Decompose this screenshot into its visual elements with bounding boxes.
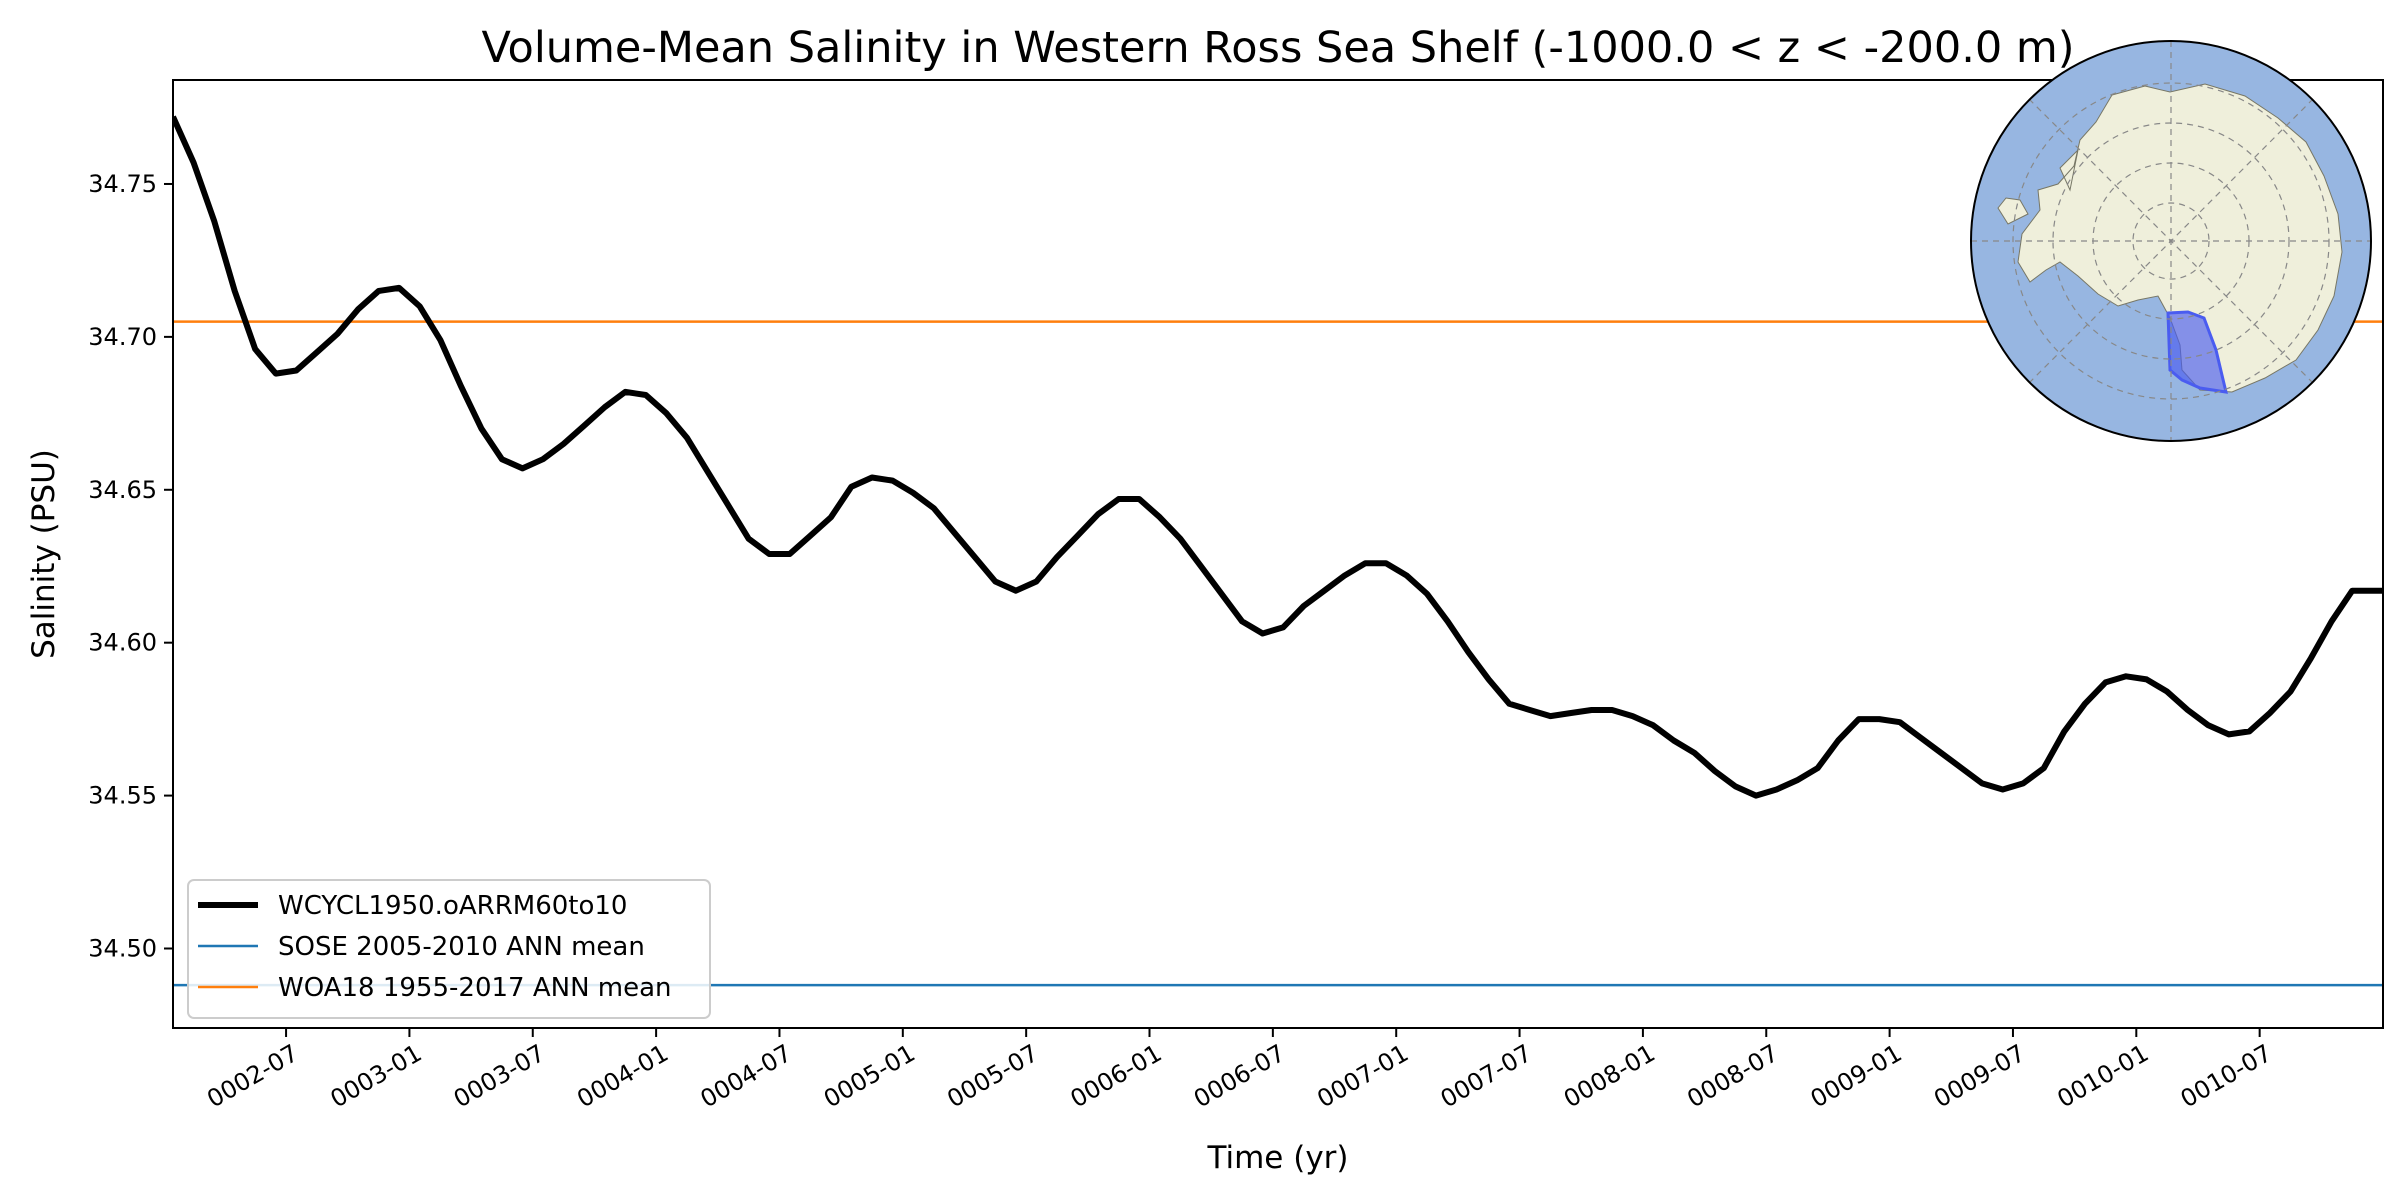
x-tick-label: 0006-07 bbox=[1189, 1039, 1290, 1113]
western-ross-sea-region bbox=[2166, 310, 2228, 394]
y-tick-label: 34.60 bbox=[88, 629, 157, 657]
x-axis-ticks: 0002-07 0003-01 0003-07 0004-01 0004-07 0005-… bbox=[202, 1028, 2277, 1113]
x-tick-label: 0010-07 bbox=[2176, 1039, 2277, 1113]
y-axis-title: Salinity (PSU) bbox=[26, 449, 62, 659]
x-tick-label: 0007-01 bbox=[1312, 1039, 1413, 1113]
legend: WCYCL1950.oARRM60to10 SOSE 2005-2010 ANN… bbox=[187, 879, 711, 1019]
y-tick-label: 34.75 bbox=[88, 170, 157, 198]
chart-title: Volume-Mean Salinity in Western Ross Sea… bbox=[481, 23, 2074, 73]
y-axis-ticks: 34.50 34.55 34.60 34.65 34.70 34.75 bbox=[88, 170, 173, 962]
x-tick-label: 0005-07 bbox=[942, 1039, 1043, 1113]
y-tick-label: 34.55 bbox=[88, 782, 157, 810]
legend-label-model: WCYCL1950.oARRM60to10 bbox=[278, 891, 627, 921]
x-tick-label: 0003-01 bbox=[326, 1039, 427, 1113]
x-tick-label: 0004-01 bbox=[572, 1039, 673, 1113]
x-tick-label: 0006-01 bbox=[1066, 1039, 1167, 1113]
inset-map bbox=[1970, 40, 2372, 442]
antarctica-land bbox=[1997, 83, 2343, 393]
map-graticule bbox=[1971, 41, 2371, 441]
map-border bbox=[1970, 40, 2372, 442]
x-tick-label: 0004-07 bbox=[696, 1039, 797, 1113]
y-tick-label: 34.65 bbox=[88, 476, 157, 504]
x-axis-title: Time (yr) bbox=[1207, 1140, 1349, 1176]
x-tick-label: 0005-01 bbox=[819, 1039, 920, 1113]
model-salinity-line bbox=[173, 115, 2383, 799]
x-tick-label: 0007-07 bbox=[1436, 1039, 1537, 1113]
legend-label-sose: SOSE 2005-2010 ANN mean bbox=[278, 932, 645, 962]
y-tick-label: 34.70 bbox=[88, 323, 157, 351]
x-tick-label: 0008-01 bbox=[1559, 1039, 1660, 1113]
plot-frame bbox=[172, 79, 2384, 1029]
x-tick-label: 0009-01 bbox=[1806, 1039, 1907, 1113]
y-tick-label: 34.50 bbox=[88, 934, 157, 962]
x-tick-label: 0002-07 bbox=[202, 1039, 303, 1113]
x-tick-label: 0009-07 bbox=[1929, 1039, 2030, 1113]
x-tick-label: 0008-07 bbox=[1682, 1039, 1783, 1113]
legend-label-woa18: WOA18 1955-2017 ANN mean bbox=[278, 973, 672, 1003]
x-tick-label: 0010-01 bbox=[2052, 1039, 2153, 1113]
x-tick-label: 0003-07 bbox=[449, 1039, 550, 1113]
legend-box bbox=[187, 879, 711, 1019]
